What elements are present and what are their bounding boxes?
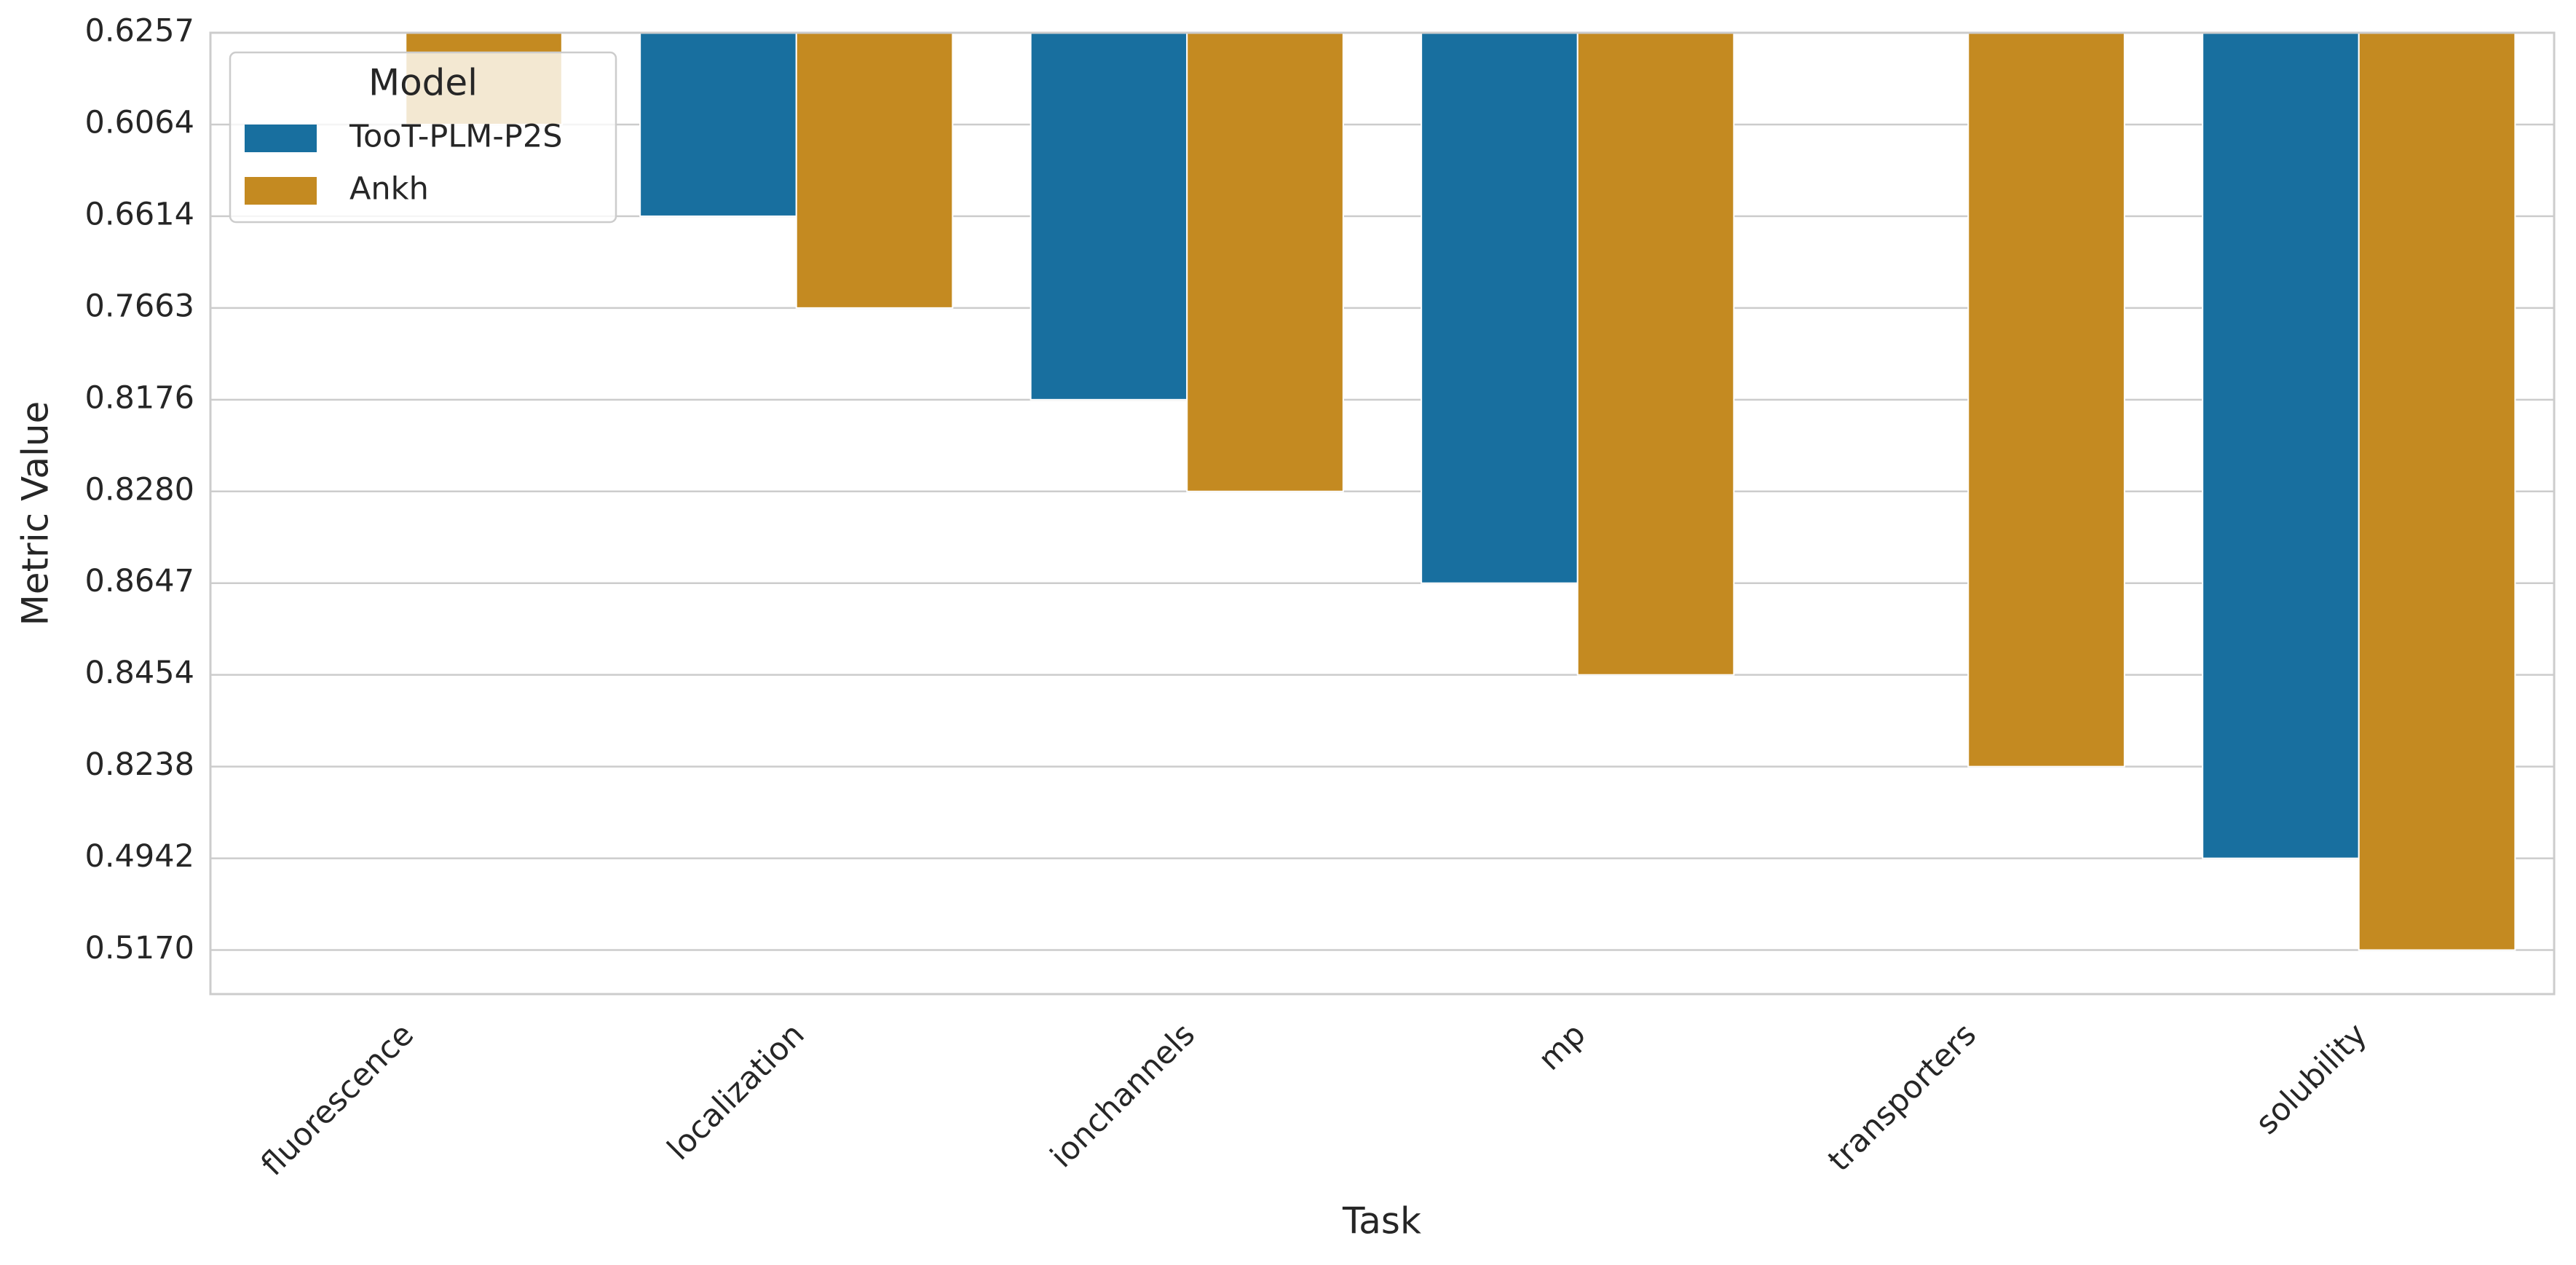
legend-swatch	[245, 125, 317, 152]
bar	[2202, 32, 2360, 859]
legend-swatch	[245, 177, 317, 205]
legend-title: Model	[368, 62, 478, 104]
y-tick-label: 0.4942	[85, 838, 194, 875]
y-tick-label: 0.8647	[85, 563, 194, 599]
y-tick-label: 0.8454	[85, 655, 194, 691]
x-tick-label: ionchannels	[1043, 1017, 1202, 1175]
y-tick-label: 0.7663	[85, 288, 194, 324]
legend-label: Ankh	[349, 171, 429, 208]
y-axis-label: Metric Value	[15, 401, 57, 626]
bar	[1421, 32, 1579, 584]
legend-label: TooT-PLM-P2S	[349, 119, 563, 155]
bar	[795, 32, 954, 309]
y-tick-label: 0.8280	[85, 471, 194, 508]
x-tick-label: localization	[660, 1017, 811, 1167]
y-tick-label: 0.5170	[85, 930, 194, 966]
bar	[1186, 32, 1344, 492]
bar	[2358, 32, 2516, 951]
x-tick-label: solubility	[2249, 1017, 2374, 1142]
bar	[639, 32, 797, 217]
y-tick-label: 0.6064	[85, 104, 194, 141]
plot-frame	[209, 31, 2556, 996]
bar	[1030, 32, 1188, 401]
y-tick-label: 0.8238	[85, 746, 194, 783]
x-tick-label: fluorescence	[254, 1017, 421, 1183]
x-axis-label: Task	[1342, 1200, 1421, 1242]
y-tick-label: 0.6614	[85, 196, 194, 232]
legend-box	[229, 51, 617, 224]
x-tick-label: mp	[1531, 1017, 1592, 1078]
y-tick-label: 0.8176	[85, 379, 194, 416]
bar	[1967, 32, 2125, 768]
bar	[1576, 32, 1735, 676]
x-tick-label: transporters	[1821, 1017, 1983, 1179]
y-tick-label: 0.6257	[85, 13, 194, 50]
